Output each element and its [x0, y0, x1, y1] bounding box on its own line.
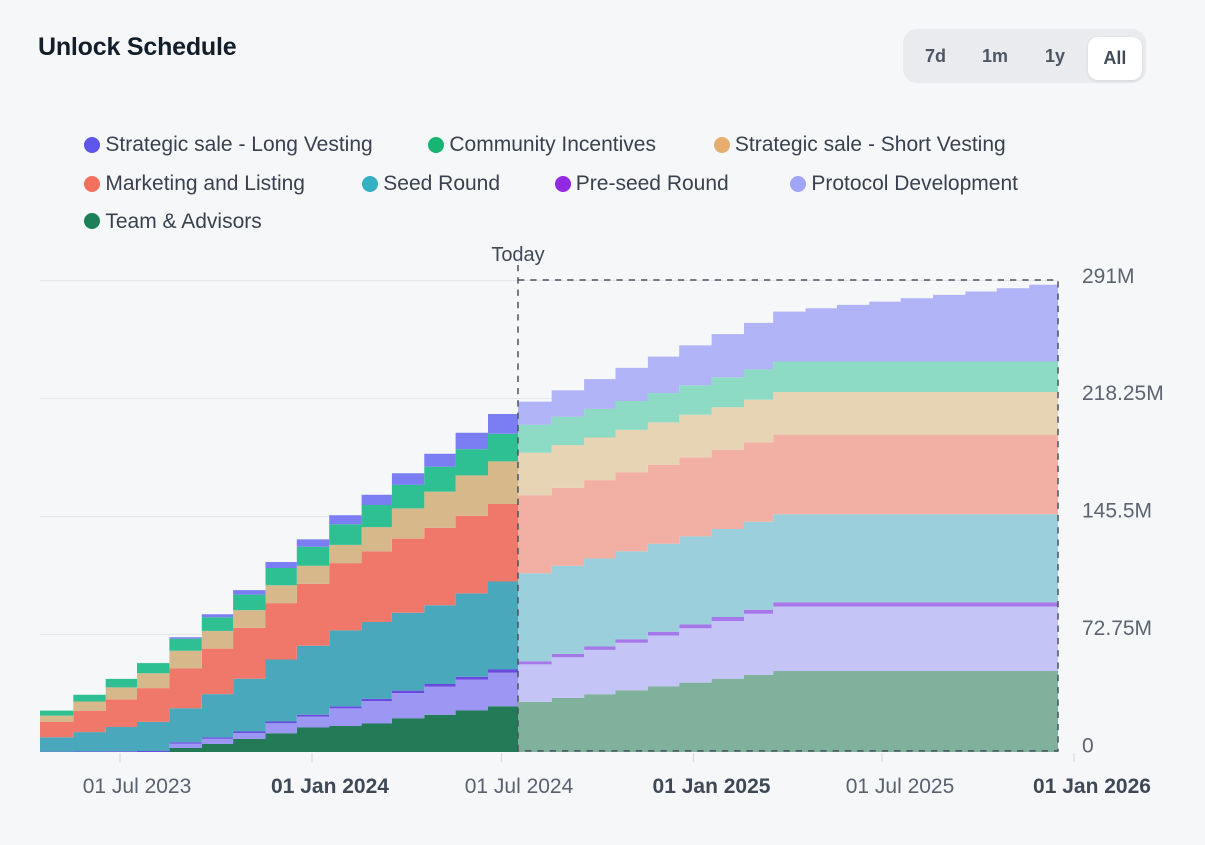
svg-text:01 Jan 2024: 01 Jan 2024 [271, 775, 389, 798]
svg-text:01 Jul 2023: 01 Jul 2023 [83, 775, 192, 798]
svg-text:291M: 291M [1082, 265, 1135, 288]
svg-text:218.25M: 218.25M [1082, 382, 1164, 405]
svg-text:01 Jan 2026: 01 Jan 2026 [1033, 775, 1151, 798]
svg-text:01 Jul 2024: 01 Jul 2024 [465, 775, 574, 798]
svg-text:72.75M: 72.75M [1082, 617, 1152, 640]
svg-text:0: 0 [1082, 735, 1094, 758]
svg-text:145.5M: 145.5M [1082, 500, 1152, 523]
svg-text:Today: Today [491, 244, 544, 266]
svg-text:01 Jul 2025: 01 Jul 2025 [846, 775, 955, 798]
svg-text:01 Jan 2025: 01 Jan 2025 [653, 775, 771, 798]
